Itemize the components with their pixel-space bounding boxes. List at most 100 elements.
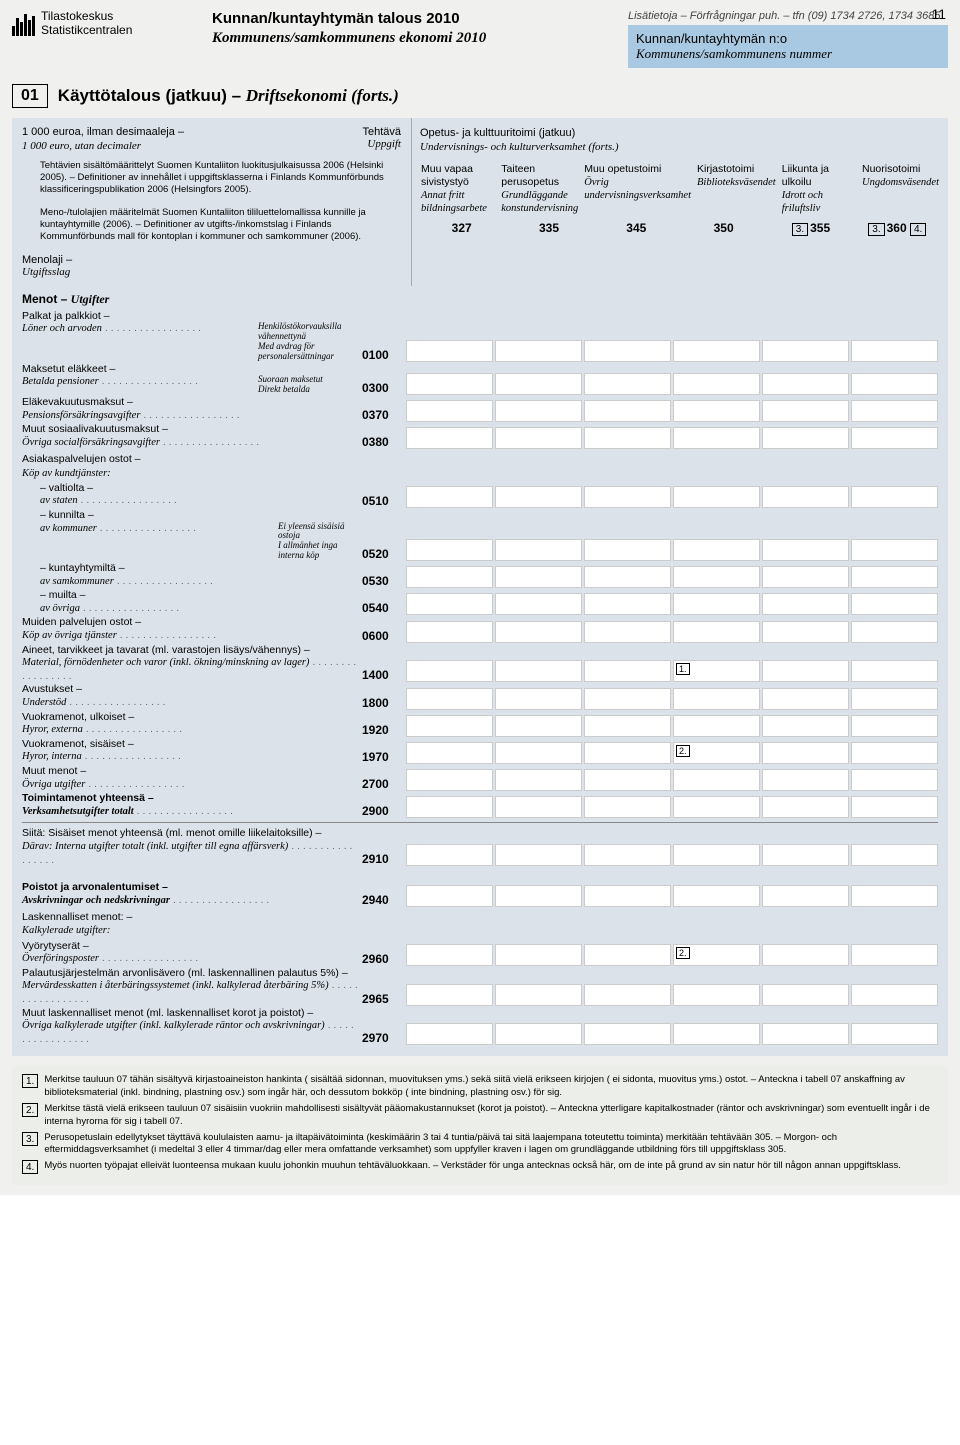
input-cell[interactable] [495, 593, 582, 615]
input-cell[interactable] [762, 688, 849, 710]
input-cell[interactable] [762, 486, 849, 508]
input-cell[interactable]: 2. [673, 944, 760, 966]
input-cell[interactable] [673, 984, 760, 1006]
input-cell[interactable] [406, 566, 493, 588]
input-cell[interactable] [495, 400, 582, 422]
input-cell[interactable] [673, 539, 760, 561]
input-cell[interactable] [495, 427, 582, 449]
input-cell[interactable] [584, 885, 671, 907]
input-cell[interactable] [495, 539, 582, 561]
input-cell[interactable] [851, 539, 938, 561]
input-cell[interactable] [406, 984, 493, 1006]
input-cell[interactable] [762, 944, 849, 966]
input-cell[interactable] [406, 844, 493, 866]
input-cell[interactable] [495, 566, 582, 588]
input-cell[interactable] [851, 844, 938, 866]
input-cell[interactable] [584, 844, 671, 866]
input-cell[interactable]: 1. [673, 660, 760, 682]
input-cell[interactable] [584, 715, 671, 737]
input-cell[interactable] [406, 660, 493, 682]
input-cell[interactable] [673, 427, 760, 449]
input-cell[interactable] [851, 742, 938, 764]
input-cell[interactable] [673, 715, 760, 737]
input-cell[interactable] [762, 621, 849, 643]
input-cell[interactable] [762, 340, 849, 362]
input-cell[interactable] [673, 769, 760, 791]
input-cell[interactable] [406, 486, 493, 508]
input-cell[interactable]: 2. [673, 742, 760, 764]
input-cell[interactable] [762, 1023, 849, 1045]
input-cell[interactable] [851, 427, 938, 449]
input-cell[interactable] [673, 688, 760, 710]
input-cell[interactable] [495, 373, 582, 395]
input-cell[interactable] [851, 944, 938, 966]
input-cell[interactable] [406, 427, 493, 449]
input-cell[interactable] [851, 340, 938, 362]
input-cell[interactable] [584, 621, 671, 643]
input-cell[interactable] [762, 885, 849, 907]
input-cell[interactable] [584, 427, 671, 449]
input-cell[interactable] [762, 844, 849, 866]
input-cell[interactable] [406, 593, 493, 615]
input-cell[interactable] [495, 944, 582, 966]
input-cell[interactable] [584, 742, 671, 764]
input-cell[interactable] [584, 769, 671, 791]
input-cell[interactable] [495, 486, 582, 508]
input-cell[interactable] [762, 400, 849, 422]
input-cell[interactable] [673, 621, 760, 643]
input-cell[interactable] [584, 340, 671, 362]
input-cell[interactable] [851, 373, 938, 395]
input-cell[interactable] [406, 621, 493, 643]
input-cell[interactable] [584, 373, 671, 395]
input-cell[interactable] [673, 844, 760, 866]
input-cell[interactable] [762, 769, 849, 791]
input-cell[interactable] [495, 621, 582, 643]
input-cell[interactable] [673, 593, 760, 615]
input-cell[interactable] [584, 400, 671, 422]
input-cell[interactable] [584, 688, 671, 710]
input-cell[interactable] [406, 769, 493, 791]
input-cell[interactable] [584, 566, 671, 588]
input-cell[interactable] [584, 1023, 671, 1045]
input-cell[interactable] [673, 566, 760, 588]
input-cell[interactable] [851, 796, 938, 818]
input-cell[interactable] [495, 885, 582, 907]
input-cell[interactable] [495, 844, 582, 866]
input-cell[interactable] [673, 373, 760, 395]
input-cell[interactable] [495, 660, 582, 682]
input-cell[interactable] [762, 984, 849, 1006]
input-cell[interactable] [762, 742, 849, 764]
input-cell[interactable] [673, 885, 760, 907]
input-cell[interactable] [762, 715, 849, 737]
input-cell[interactable] [762, 796, 849, 818]
input-cell[interactable] [406, 1023, 493, 1045]
input-cell[interactable] [762, 566, 849, 588]
input-cell[interactable] [673, 400, 760, 422]
input-cell[interactable] [851, 593, 938, 615]
input-cell[interactable] [673, 796, 760, 818]
input-cell[interactable] [406, 400, 493, 422]
input-cell[interactable] [495, 1023, 582, 1045]
input-cell[interactable] [495, 688, 582, 710]
input-cell[interactable] [851, 984, 938, 1006]
input-cell[interactable] [584, 660, 671, 682]
input-cell[interactable] [495, 769, 582, 791]
input-cell[interactable] [762, 373, 849, 395]
input-cell[interactable] [851, 688, 938, 710]
input-cell[interactable] [406, 885, 493, 907]
input-cell[interactable] [851, 660, 938, 682]
input-cell[interactable] [673, 340, 760, 362]
input-cell[interactable] [762, 427, 849, 449]
input-cell[interactable] [584, 593, 671, 615]
input-cell[interactable] [406, 340, 493, 362]
input-cell[interactable] [851, 400, 938, 422]
input-cell[interactable] [495, 796, 582, 818]
input-cell[interactable] [406, 539, 493, 561]
input-cell[interactable] [673, 1023, 760, 1045]
input-cell[interactable] [495, 340, 582, 362]
input-cell[interactable] [495, 984, 582, 1006]
input-cell[interactable] [851, 566, 938, 588]
input-cell[interactable] [584, 539, 671, 561]
input-cell[interactable] [406, 715, 493, 737]
input-cell[interactable] [851, 1023, 938, 1045]
